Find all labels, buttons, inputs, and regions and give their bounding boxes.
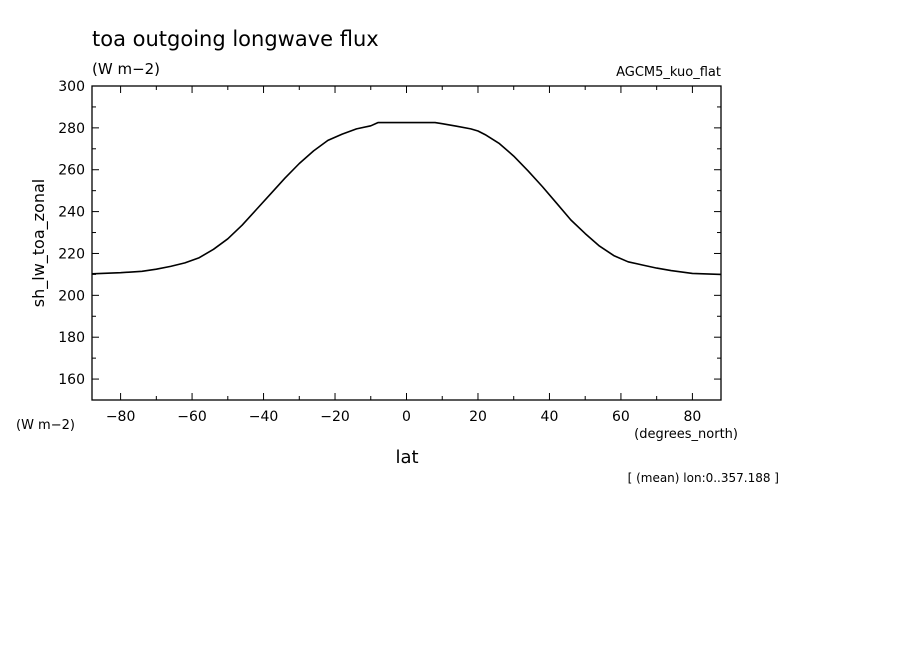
y-axis: 160 180 200 220 240 260 280 300: [58, 79, 721, 401]
chart-title: toa outgoing longwave flux: [92, 27, 379, 51]
y-tick-label: 200: [58, 288, 85, 304]
x-tick-label: −60: [177, 409, 207, 425]
y-tick-label: 300: [58, 79, 85, 95]
x-tick-label: −20: [320, 409, 350, 425]
y-units-label: (W m−2): [16, 418, 75, 433]
y-tick-label: 260: [58, 163, 85, 179]
x-tick-label: 0: [402, 409, 411, 425]
y-tick-label: 240: [58, 205, 85, 221]
y-axis-label: sh_lw_toa_zonal: [29, 179, 49, 307]
units-label: (W m−2): [92, 60, 160, 78]
x-axis: −80 −60 −40 −20 0 20 40 60 80: [106, 86, 701, 425]
y-tick-label: 280: [58, 121, 85, 137]
x-tick-label: −40: [249, 409, 279, 425]
x-units-label: (degrees_north): [634, 427, 738, 442]
plot-frame: [91, 85, 722, 401]
y-tick-label: 160: [58, 372, 85, 388]
x-tick-label: 60: [612, 409, 630, 425]
x-axis-label: lat: [395, 447, 418, 468]
footnote: [ (mean) lon:0..357.188 ]: [628, 471, 779, 485]
series-line: [91, 121, 722, 276]
x-tick-label: −80: [106, 409, 136, 425]
x-tick-label: 20: [469, 409, 487, 425]
x-tick-label: 80: [683, 409, 701, 425]
y-tick-label: 220: [58, 246, 85, 262]
x-tick-label: 40: [541, 409, 559, 425]
model-label: AGCM5_kuo_flat: [616, 65, 721, 80]
series-group: [91, 121, 722, 276]
y-tick-label: 180: [58, 330, 85, 346]
